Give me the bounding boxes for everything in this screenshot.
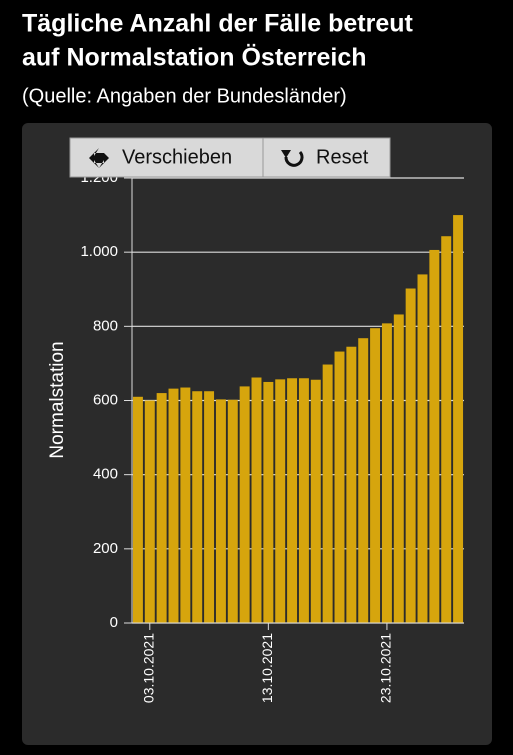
bar xyxy=(429,249,440,624)
bar xyxy=(405,288,416,623)
pan-icon xyxy=(89,148,109,168)
reset-icon-arrow xyxy=(281,150,291,158)
bar xyxy=(334,351,345,623)
bar xyxy=(275,379,286,623)
pan-label: Verschieben xyxy=(122,146,232,168)
bar xyxy=(204,391,215,623)
bar xyxy=(251,377,262,623)
bar xyxy=(215,399,226,623)
bar xyxy=(298,378,309,623)
bar xyxy=(441,236,452,624)
title: Tägliche Anzahl der Fälle betreut xyxy=(22,10,413,38)
bar xyxy=(180,387,191,623)
reset-label: Reset xyxy=(316,146,369,168)
y-axis-label: Normalstation xyxy=(47,341,68,458)
x-tick-label: 13.10.2021 xyxy=(259,633,275,703)
subtitle: (Quelle: Angaben der Bundesländer) xyxy=(22,85,347,107)
toolbar: Verschieben Reset xyxy=(69,137,391,178)
bar xyxy=(287,378,298,623)
bar xyxy=(322,364,333,623)
bar xyxy=(346,346,357,623)
bar xyxy=(144,400,155,623)
reset-icon xyxy=(284,151,304,167)
bar xyxy=(370,328,381,623)
bar xyxy=(310,379,321,623)
y-tick-label: 600 xyxy=(93,391,118,408)
y-tick-label: 0 xyxy=(110,614,118,631)
bar xyxy=(156,393,167,623)
bar xyxy=(263,381,274,623)
reset-button[interactable] xyxy=(262,137,391,178)
y-tick-label: 200 xyxy=(93,540,118,557)
y-tick-label: 1.000 xyxy=(80,243,118,260)
bar xyxy=(417,274,428,623)
bar xyxy=(192,391,203,623)
bar xyxy=(132,396,143,623)
x-tick-label: 23.10.2021 xyxy=(378,633,394,703)
bar xyxy=(358,338,369,623)
bar xyxy=(453,215,464,624)
x-tick-label: 03.10.2021 xyxy=(140,633,156,703)
title: auf Normalstation Österreich xyxy=(22,43,367,72)
y-tick-label: 800 xyxy=(93,317,118,334)
bar xyxy=(381,323,392,623)
y-tick-label: 400 xyxy=(93,466,118,483)
bar xyxy=(239,386,250,623)
bar xyxy=(227,399,238,623)
bar xyxy=(393,314,404,623)
bar xyxy=(168,388,179,623)
